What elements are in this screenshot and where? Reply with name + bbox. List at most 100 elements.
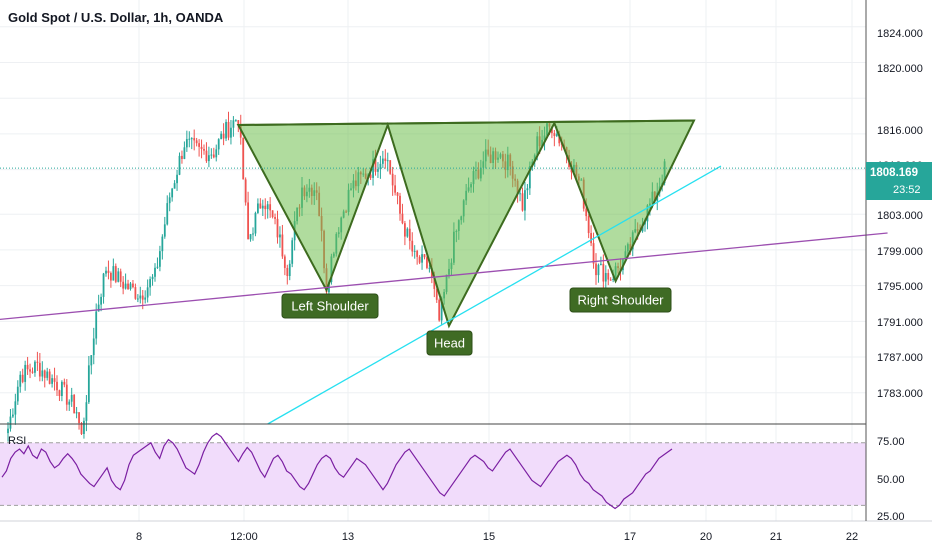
candle-body	[217, 139, 220, 150]
candle-body	[21, 374, 24, 382]
candle-body	[63, 381, 66, 385]
candle-body	[100, 296, 102, 305]
candle-body	[519, 193, 521, 195]
candle-body	[193, 138, 196, 141]
candle-body	[232, 120, 235, 128]
candle-body	[404, 223, 406, 237]
candle-body	[168, 197, 171, 204]
candle-body	[440, 298, 443, 321]
head-label[interactable]: Head	[426, 330, 473, 356]
candle-body	[185, 139, 188, 148]
candle-body	[264, 205, 267, 210]
candle-body	[110, 272, 112, 281]
candle-body	[254, 212, 257, 234]
candle-body	[259, 203, 262, 209]
rsi-tick: 50.00	[877, 474, 905, 486]
candle-body	[183, 147, 186, 159]
candle-body	[587, 216, 590, 234]
candle-body	[276, 218, 279, 238]
candle-body	[102, 273, 105, 297]
bar-countdown: 23:52	[893, 184, 921, 196]
candle-body	[26, 364, 29, 370]
rsi-band-fill	[0, 442, 866, 506]
time-axis[interactable]: 8 12:00 13 15 17 20 21 22	[136, 531, 858, 543]
candle-body	[379, 163, 382, 170]
time-tick: 13	[342, 531, 354, 543]
candle-body	[257, 203, 259, 213]
candle-body	[34, 361, 36, 373]
candle-body	[600, 263, 602, 265]
candle-body	[124, 283, 127, 289]
candle-body	[249, 234, 252, 240]
candle-body	[200, 146, 203, 149]
candle-body	[423, 254, 426, 258]
candle-body	[205, 150, 208, 162]
candle-body	[426, 257, 428, 268]
candle-body	[555, 134, 558, 137]
candle-body	[132, 283, 134, 288]
candle-body	[274, 217, 276, 219]
candle-body	[24, 364, 27, 382]
current-price-value: 1808.169	[870, 167, 918, 179]
candle-body	[73, 394, 76, 414]
candle-body	[97, 304, 100, 312]
candle-body	[602, 263, 605, 282]
candle-body	[65, 384, 68, 405]
candle-body	[553, 133, 556, 137]
candle-body	[136, 298, 139, 300]
candle-body	[90, 355, 93, 366]
candle-body	[435, 288, 438, 300]
candle-body	[526, 188, 529, 191]
candle-body	[146, 287, 149, 298]
rsi-axis[interactable]: 75.00 50.00 25.00	[877, 436, 905, 523]
price-gridlines	[0, 0, 866, 521]
candle-body	[178, 155, 181, 175]
candle-body	[166, 203, 169, 225]
time-tick: 8	[136, 531, 142, 543]
candle-body	[163, 224, 166, 237]
candle-body	[46, 371, 49, 378]
rising-trendline[interactable]	[267, 165, 722, 425]
candle-body	[528, 166, 531, 189]
current-price-tag: 1808.169 23:52	[866, 162, 932, 200]
candle-body	[41, 370, 44, 377]
candle-body	[421, 254, 423, 263]
candle-body	[212, 154, 215, 158]
price-tick: 1799.000	[877, 246, 923, 258]
candle-body	[9, 416, 12, 429]
candle-body	[29, 369, 31, 372]
time-tick: 15	[483, 531, 495, 543]
left-shoulder-text: Left Shoulder	[291, 299, 369, 314]
candle-body	[438, 299, 441, 321]
candle-body	[585, 208, 588, 217]
candle-body	[14, 401, 17, 415]
candle-body	[590, 233, 592, 244]
candle-body	[117, 271, 120, 282]
left-shoulder-label[interactable]: Left Shoulder	[281, 293, 379, 319]
candle-body	[195, 140, 198, 144]
candle-body	[227, 121, 230, 138]
price-tick: 1803.000	[877, 210, 923, 222]
candle-body	[396, 192, 399, 196]
candle-body	[595, 263, 597, 276]
candle-body	[252, 233, 254, 235]
candle-body	[558, 134, 561, 144]
candle-body	[139, 295, 142, 299]
candle-body	[210, 154, 213, 156]
candle-body	[411, 240, 414, 252]
candle-body	[151, 276, 154, 280]
price-tick: 1791.000	[877, 317, 923, 329]
candle-body	[203, 148, 205, 151]
candle-body	[279, 234, 281, 238]
candle-body	[604, 273, 607, 282]
candle-body	[413, 250, 416, 252]
candle-body	[156, 266, 159, 268]
candle-body	[75, 412, 78, 414]
head-and-shoulders-pattern[interactable]	[236, 119, 696, 329]
support-trendline[interactable]	[0, 232, 888, 321]
right-shoulder-label[interactable]: Right Shoulder	[569, 287, 672, 313]
candle-body	[56, 381, 58, 391]
candle-body	[16, 386, 19, 402]
candle-body	[83, 420, 85, 435]
